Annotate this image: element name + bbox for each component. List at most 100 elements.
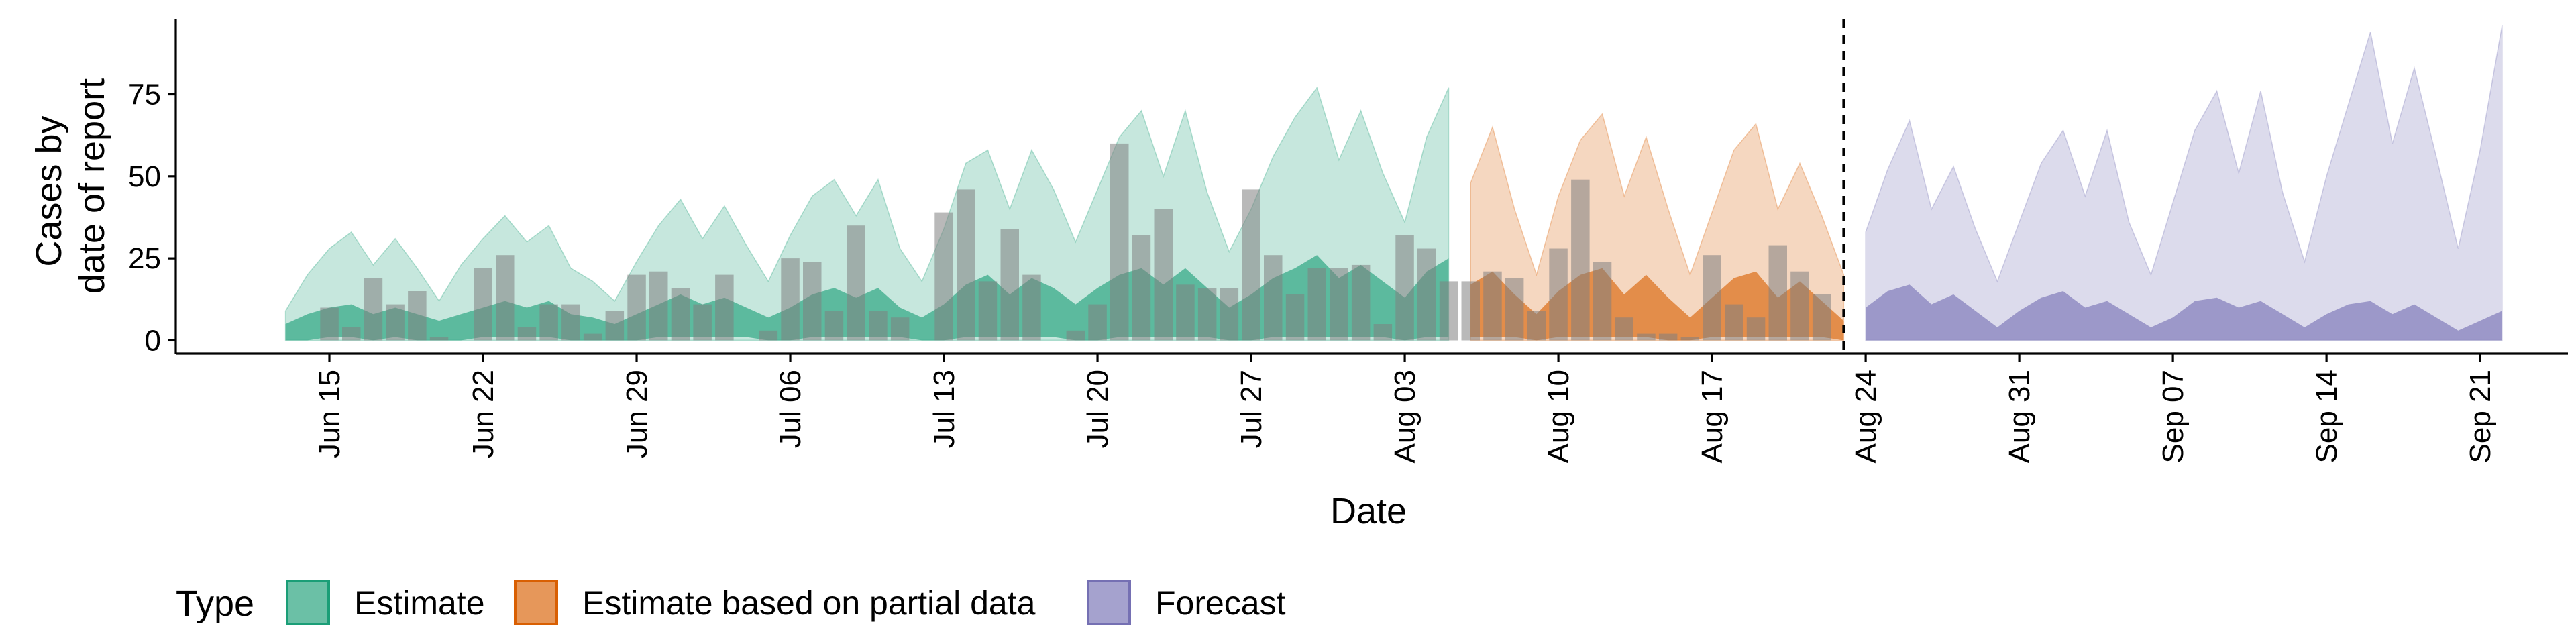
reported-case-bar	[1637, 333, 1656, 341]
x-tick-label: Aug 03	[1389, 370, 1421, 463]
legend-key-forecast	[1087, 580, 1131, 625]
y-tick-label: 50	[128, 160, 161, 193]
y-tick-label: 0	[145, 324, 161, 357]
reported-case-bar	[1527, 311, 1546, 341]
reported-case-bar	[1615, 317, 1633, 341]
reported-case-bar	[1571, 179, 1590, 341]
reported-case-bar	[1264, 255, 1283, 341]
x-tick-label: Jun 29	[621, 370, 653, 458]
reported-case-bar	[342, 327, 361, 341]
reported-case-bar	[934, 212, 953, 341]
reported-case-bar	[1110, 143, 1129, 341]
reported-case-bar	[1703, 255, 1721, 341]
reported-case-bar	[693, 304, 712, 341]
legend-label-forecast: Forecast	[1155, 584, 1286, 622]
forecast-inner-band	[1866, 284, 2502, 341]
reported-case-bar	[649, 271, 668, 341]
x-tick-label: Sep 07	[2157, 370, 2190, 463]
reported-case-bar	[1330, 268, 1348, 341]
reported-case-bar	[1746, 317, 1766, 341]
reported-case-bar	[583, 333, 602, 341]
reported-case-bar	[803, 262, 822, 341]
forecast-outer-band	[1865, 25, 2503, 341]
reported-case-bar	[890, 317, 910, 341]
reported-case-bar	[1395, 235, 1414, 341]
reported-case-bar	[1176, 284, 1195, 341]
legend-label-estimate: Estimate	[354, 584, 485, 622]
x-axis-title: Date	[1330, 491, 1407, 531]
reported-case-bar	[1132, 235, 1151, 341]
reported-case-bar	[1505, 278, 1524, 341]
reported-case-bar	[715, 274, 734, 341]
reported-case-bar	[1242, 189, 1260, 341]
reported-case-bar	[1461, 281, 1480, 341]
reported-case-bar	[1680, 337, 1700, 341]
axes: 0 25 50 75 Jun 15 Jun 22 Jun 29 Jul 06 Jul 13 Jul…	[128, 19, 2568, 463]
reported-case-bar	[364, 278, 383, 341]
reported-case-bar	[1307, 268, 1326, 341]
legend-label-estimate-based-on-partial-data: Estimate based on partial data	[582, 584, 1036, 622]
reported-case-bar	[1088, 304, 1107, 341]
reported-case-bar	[429, 337, 449, 341]
x-tick-label: Jul 06	[774, 370, 807, 448]
x-tick-label: Sep 21	[2464, 370, 2497, 463]
reported-case-bar	[1000, 229, 1019, 341]
reported-case-bar	[1351, 264, 1371, 341]
reported-case-bar	[1439, 281, 1458, 341]
y-tick-label: 25	[128, 242, 161, 275]
reported-case-bar	[561, 304, 580, 341]
reported-case-bar	[1658, 333, 1678, 341]
reported-case-bar	[539, 304, 558, 341]
reported-case-bar	[781, 258, 800, 341]
reported-case-bar	[1066, 330, 1085, 341]
reported-case-bar	[1220, 288, 1239, 341]
x-tick-label: Jul 13	[928, 370, 961, 448]
reported-case-bar	[496, 255, 515, 341]
reported-case-bar	[957, 189, 975, 341]
legend-title: Type	[176, 584, 254, 624]
legend-key-estimate-based-on-partial-data	[514, 580, 558, 625]
x-tick-label: Jul 20	[1081, 370, 1114, 448]
reported-case-bar	[1285, 294, 1305, 341]
reported-case-bar	[824, 311, 844, 341]
reported-case-bar	[1812, 294, 1831, 341]
reported-case-bar	[759, 330, 778, 341]
y-tick-label: 75	[128, 78, 161, 111]
y-axis-title-line-1: Cases by	[29, 115, 69, 266]
legend-key-estimate	[286, 580, 330, 625]
reported-case-bar	[1154, 209, 1173, 341]
reported-case-bar	[517, 327, 537, 341]
reported-case-bar	[408, 291, 427, 341]
reported-case-bar	[1593, 262, 1612, 341]
plot-area	[284, 19, 2503, 354]
y-axis-title: Cases by date of report	[29, 78, 112, 294]
reported-case-bar	[474, 268, 492, 341]
x-tick-label: Aug 24	[1849, 370, 1882, 463]
reported-case-bar	[1725, 304, 1743, 341]
reported-case-bar	[869, 311, 888, 341]
reported-case-bar	[1768, 245, 1787, 341]
reported-case-bar	[1483, 271, 1502, 341]
x-tick-label: Jun 22	[467, 370, 500, 458]
reported-case-bar	[386, 304, 405, 341]
x-tick-label: Aug 10	[1542, 370, 1575, 463]
reported-case-bar	[1549, 248, 1568, 341]
x-tick-label: Aug 17	[1696, 370, 1729, 463]
reported-case-bar	[320, 307, 339, 341]
reported-case-bar	[1417, 248, 1436, 341]
x-tick-label: Sep 14	[2310, 370, 2343, 463]
reported-case-bar	[1022, 274, 1041, 341]
reported-case-bar	[1197, 288, 1217, 341]
reported-case-bar	[1373, 324, 1393, 341]
y-axis-title-line-2: date of report	[72, 78, 112, 294]
x-tick-label: Jun 15	[313, 370, 346, 458]
reported-case-bar	[978, 281, 998, 341]
x-tick-label: Jul 27	[1235, 370, 1268, 448]
reported-case-bar	[671, 288, 690, 341]
reported-case-bar	[1790, 271, 1809, 341]
legend: Type Estimate Estimate based on partial d…	[176, 580, 1286, 625]
reported-case-bar	[605, 311, 625, 341]
reported-case-bar	[627, 274, 646, 341]
